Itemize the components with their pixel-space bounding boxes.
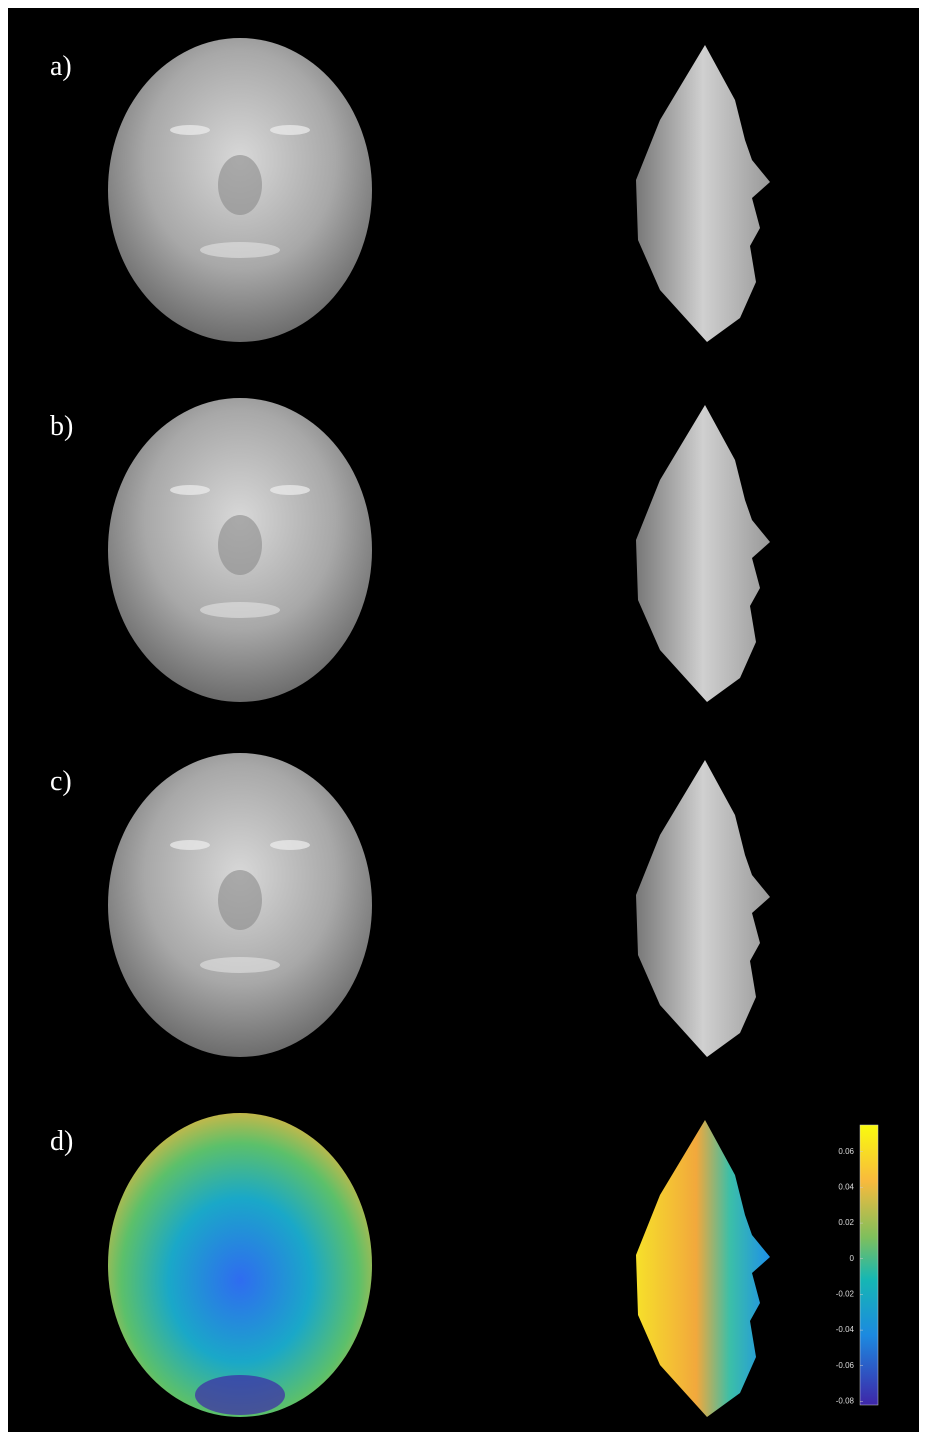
eye	[270, 485, 310, 495]
panel-label: b)	[50, 411, 73, 442]
tick-label: 0.02	[838, 1218, 854, 1227]
front-face	[108, 1113, 372, 1417]
eye	[170, 485, 210, 495]
tick-label: -0.02	[836, 1290, 855, 1299]
tick-label: 0.06	[838, 1147, 854, 1156]
eye	[270, 125, 310, 135]
mouth	[200, 242, 280, 258]
mouth	[200, 957, 280, 973]
nose	[218, 870, 262, 930]
figure: a) b) c) d) 0.06 0.04 0.02 0 -0.02 -0.04 -0.06 -0.…	[0, 0, 927, 1440]
tick-label: 0.04	[838, 1183, 854, 1192]
panel-label: c)	[50, 766, 72, 797]
mouth	[200, 602, 280, 618]
colorbar	[860, 1125, 878, 1405]
tick-label: -0.06	[836, 1361, 855, 1370]
nose	[218, 515, 262, 575]
panel-label: d)	[50, 1126, 73, 1157]
eye	[170, 125, 210, 135]
eye	[170, 840, 210, 850]
tick-label: -0.08	[836, 1397, 855, 1406]
tick-label: 0	[850, 1254, 855, 1263]
panel-label: a)	[50, 51, 72, 82]
chin-region	[195, 1375, 285, 1415]
tick-label: -0.04	[836, 1325, 855, 1334]
eye	[270, 840, 310, 850]
nose	[218, 155, 262, 215]
